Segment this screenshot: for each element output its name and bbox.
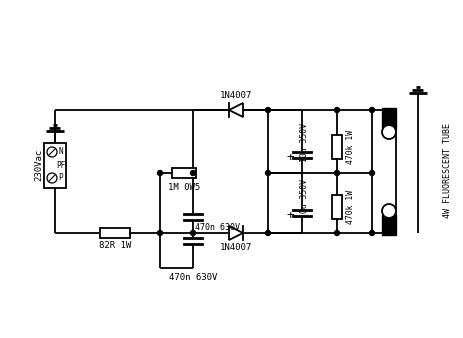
Circle shape: [157, 231, 162, 236]
Circle shape: [334, 170, 339, 175]
Circle shape: [369, 107, 374, 113]
Text: +: +: [286, 209, 293, 221]
Text: 1N4007: 1N4007: [219, 92, 251, 100]
Text: 10u 350V: 10u 350V: [300, 178, 309, 217]
Circle shape: [190, 170, 195, 175]
Circle shape: [47, 147, 57, 157]
Circle shape: [265, 170, 270, 175]
Bar: [100, 228, 130, 238]
Bar: [332, 195, 341, 219]
Circle shape: [265, 107, 270, 113]
Text: 230Vac: 230Vac: [34, 149, 44, 181]
Circle shape: [265, 231, 270, 236]
Text: 10u 350V: 10u 350V: [300, 123, 309, 163]
Text: P: P: [58, 173, 63, 183]
Polygon shape: [229, 226, 243, 240]
Circle shape: [381, 204, 395, 218]
Text: 470n 630V: 470n 630V: [169, 272, 217, 282]
Bar: [332, 135, 341, 159]
Circle shape: [369, 231, 374, 236]
Text: 1N4007: 1N4007: [219, 242, 251, 251]
Text: 470n 630V: 470n 630V: [194, 222, 239, 232]
Text: PF: PF: [56, 161, 65, 169]
Circle shape: [369, 170, 374, 175]
Circle shape: [334, 107, 339, 113]
Text: 470k 1W: 470k 1W: [346, 190, 355, 224]
Bar: [44, 143, 66, 188]
Circle shape: [157, 170, 162, 175]
Bar: [381, 108, 395, 128]
Text: 470k 1W: 470k 1W: [346, 130, 355, 164]
Text: +: +: [286, 150, 293, 164]
Bar: [381, 215, 395, 235]
Circle shape: [190, 231, 195, 236]
Circle shape: [334, 231, 339, 236]
Text: N: N: [58, 147, 63, 156]
Circle shape: [381, 125, 395, 139]
Circle shape: [47, 173, 57, 183]
Text: 4W FLUORESCENT TUBE: 4W FLUORESCENT TUBE: [443, 122, 451, 217]
Text: 1M 0W5: 1M 0W5: [168, 183, 200, 192]
Polygon shape: [229, 103, 243, 117]
Text: 82R 1W: 82R 1W: [99, 241, 131, 250]
Bar: [172, 168, 195, 178]
